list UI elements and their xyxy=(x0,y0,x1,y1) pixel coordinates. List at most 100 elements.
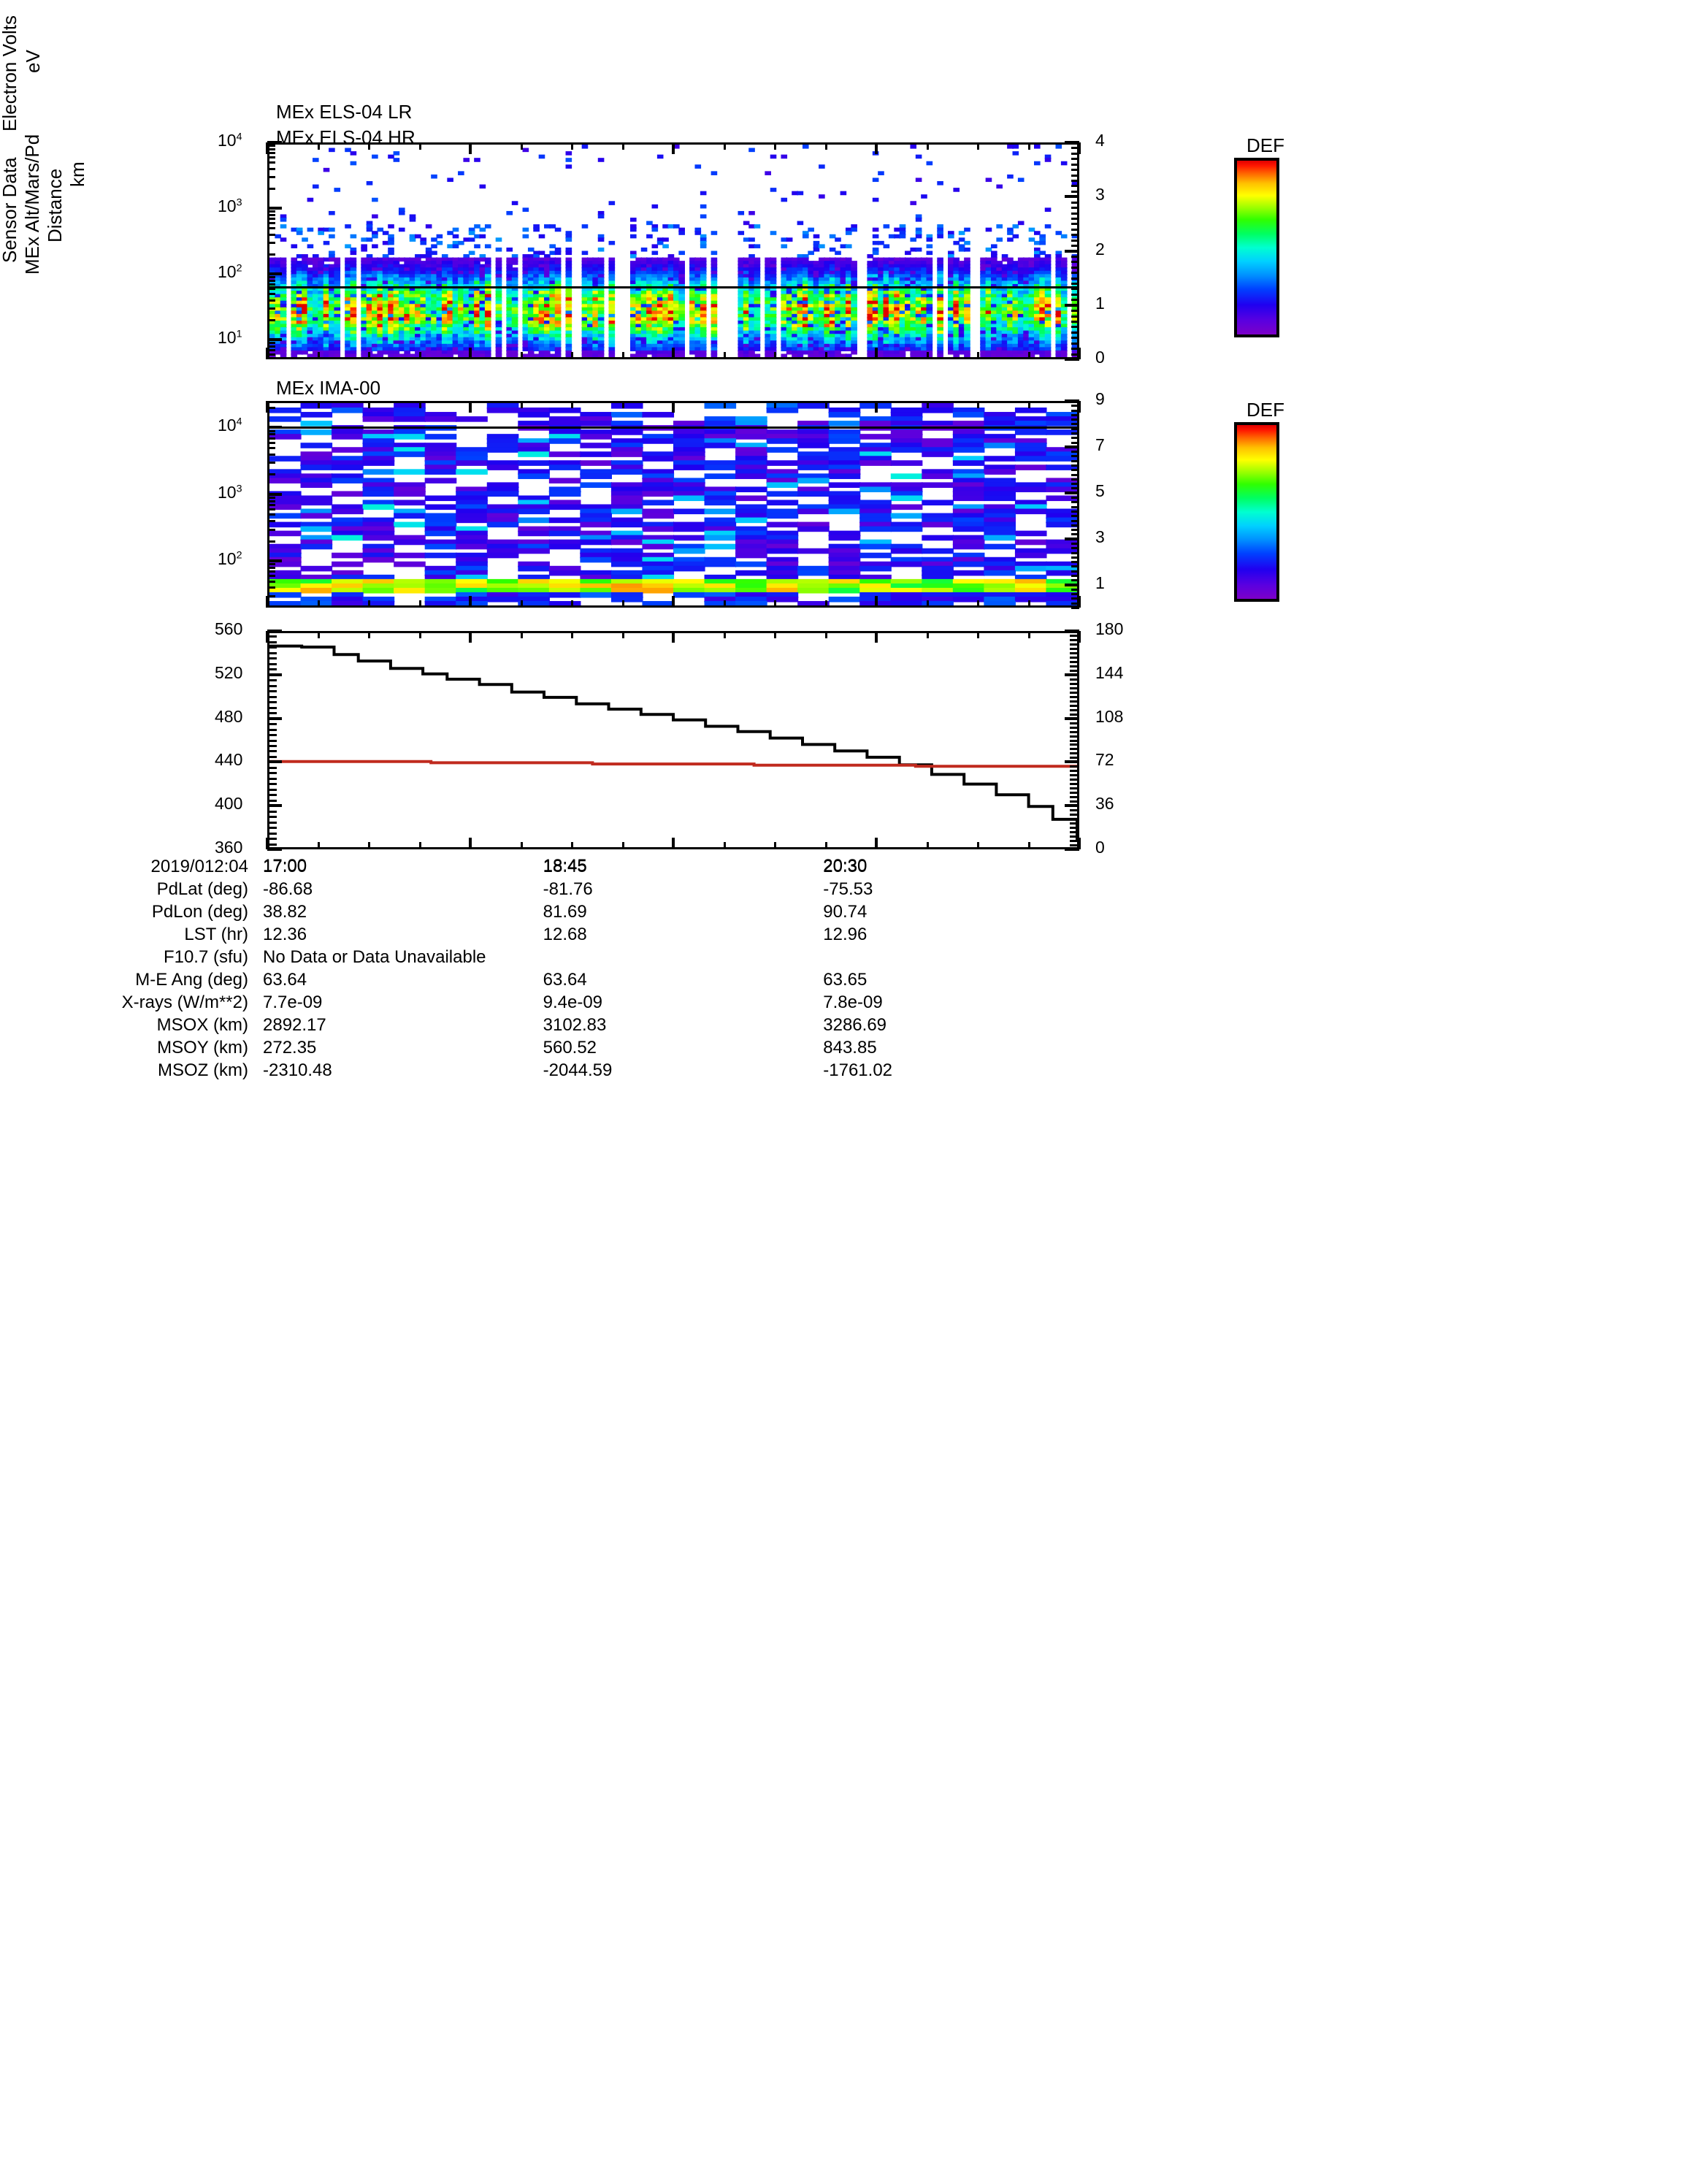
panel2-right-tick-minor xyxy=(1071,597,1079,600)
panel1-right-tick-1: 3 xyxy=(1095,185,1105,204)
table-cell: 12.96 xyxy=(823,925,868,944)
panel2-ytick-minor xyxy=(267,441,275,444)
xtick xyxy=(672,401,675,413)
xtick xyxy=(571,600,573,608)
xtick xyxy=(875,596,878,608)
panel2-ytick-major xyxy=(267,492,282,496)
panel3-right-tick-minor xyxy=(1070,704,1079,707)
colorbar-2 xyxy=(1234,422,1279,602)
panel3-right-tick-minor xyxy=(1070,787,1079,790)
xtick xyxy=(672,348,675,359)
panel1-ytick-minor xyxy=(267,342,275,345)
xtick xyxy=(571,142,573,150)
panel2-right-tick-minor xyxy=(1071,409,1079,412)
panel1-title-lr: MEx ELS-04 LR xyxy=(276,101,413,123)
panel2-ytick-minor xyxy=(267,496,275,499)
panel1-ytick-minor xyxy=(267,345,275,348)
table-cell: 560.52 xyxy=(543,1038,597,1057)
panel2-ytick-minor xyxy=(267,580,275,583)
panel3-ytick-major xyxy=(267,716,282,720)
panel1-right-tick-minor xyxy=(1071,212,1079,215)
panel3-right-tick-minor xyxy=(1070,814,1079,816)
panel2-ytick-minor xyxy=(267,429,275,432)
table-cell: 63.64 xyxy=(263,970,307,990)
xtick xyxy=(774,842,776,849)
panel1-ytick-minor xyxy=(267,253,275,256)
panel1-ytick-minor xyxy=(267,287,275,290)
panel3-ytick-major xyxy=(267,804,282,808)
panel1-right-tick-minor xyxy=(1071,217,1079,220)
panel3-right-tick-minor xyxy=(1070,726,1079,729)
panel3-ytick-minor xyxy=(267,646,277,649)
panel1-ytick-major xyxy=(267,141,282,144)
panel2-ytick-minor xyxy=(267,473,275,476)
panel3-right-tick-1: 144 xyxy=(1095,662,1124,682)
panel2-right-tick-minor xyxy=(1071,492,1079,494)
xtick xyxy=(1078,596,1081,608)
panel2-right-tick-minor xyxy=(1071,547,1079,550)
table-cell: 38.82 xyxy=(263,902,307,922)
xtick xyxy=(672,631,675,643)
panel3-ytick-minor xyxy=(267,766,277,769)
table-row-label: M-E Ang (deg) xyxy=(135,970,248,990)
panel3-ytick-minor xyxy=(267,799,277,802)
panel3-right-tick-minor xyxy=(1070,831,1079,834)
panel2-ytick-1: 103 xyxy=(218,482,242,502)
panel3-ytick-2: 480 xyxy=(215,706,243,726)
panel3-right-tick-minor xyxy=(1070,665,1079,668)
xtick xyxy=(368,401,370,408)
panel3-right-tick-minor xyxy=(1070,809,1079,812)
xtick xyxy=(368,142,370,150)
panel3-right-tick-minor xyxy=(1070,818,1079,821)
xtick xyxy=(317,600,320,608)
table-row-label: MSOZ (km) xyxy=(158,1060,248,1080)
panel1-ytick-minor xyxy=(267,210,275,213)
xtick xyxy=(926,401,929,408)
panel1-right-tick-minor xyxy=(1071,299,1079,302)
xtick xyxy=(520,631,523,638)
panel3-right-tick-minor xyxy=(1070,783,1079,786)
xtick xyxy=(571,842,573,849)
panel3-right-tick-major xyxy=(1065,804,1079,808)
panel2-right-tick-minor xyxy=(1071,556,1079,559)
panel2-ytick-0: 104 xyxy=(218,416,242,435)
panel3-right-tick-minor xyxy=(1070,844,1079,847)
panel1-ytick-0: 104 xyxy=(218,131,242,150)
panel1-ytick-minor xyxy=(267,299,275,302)
xtick xyxy=(266,596,269,608)
panel3-right-tick-minor xyxy=(1070,774,1079,777)
panel1-ytick-minor xyxy=(267,233,275,236)
panel2-right-tick-minor xyxy=(1071,432,1079,435)
panel2-right-tick-minor xyxy=(1071,423,1079,426)
panel1-right-tick-minor xyxy=(1071,239,1079,242)
panel3-ytick-minor xyxy=(267,657,277,660)
panel3-right-tick-minor xyxy=(1070,647,1079,650)
panel1-right-tick-major xyxy=(1065,303,1079,307)
panel2-ytick-minor xyxy=(267,500,275,502)
table-cell: No Data or Data Unavailable xyxy=(263,947,486,967)
xtick xyxy=(1027,401,1030,408)
xtick xyxy=(418,352,421,359)
panel2-right-tick-2: 5 xyxy=(1095,481,1105,500)
table-cell: 90.74 xyxy=(823,902,868,922)
panel1-right-tick-minor xyxy=(1071,353,1079,356)
panel3-right-tick-minor xyxy=(1070,713,1079,716)
xtick xyxy=(418,401,421,408)
panel1-ytick-minor xyxy=(267,242,275,245)
panel2-right-tick-minor xyxy=(1071,418,1079,421)
panel2-right-tick-minor xyxy=(1071,551,1079,554)
table-cell: 17:00 xyxy=(263,857,307,876)
panel3-right-tick-minor xyxy=(1070,678,1079,681)
panel3-right-tick-minor xyxy=(1070,796,1079,799)
panel2-right-tick-minor xyxy=(1071,459,1079,462)
panel2-right-tick-minor xyxy=(1071,538,1079,540)
colorbar-1 xyxy=(1234,158,1279,337)
table-cell: 81.69 xyxy=(543,902,587,922)
panel3-right-tick-5: 0 xyxy=(1095,838,1105,857)
xtick xyxy=(317,352,320,359)
table-row-label: F10.7 (sfu) xyxy=(163,947,248,967)
xtick xyxy=(368,600,370,608)
panel2-right-tick-minor xyxy=(1071,478,1079,481)
panel2-ytick-minor xyxy=(267,433,275,436)
panel3-ytick-minor xyxy=(267,838,277,841)
